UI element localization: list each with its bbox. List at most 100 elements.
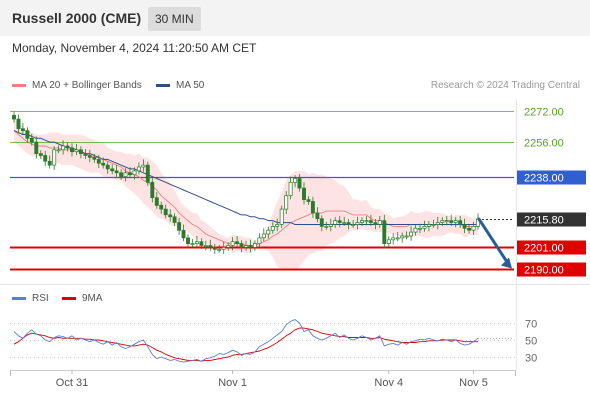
candle-body <box>92 157 97 160</box>
candle-body <box>391 237 396 241</box>
candle <box>244 240 248 251</box>
candle <box>337 216 342 228</box>
candle-body <box>12 114 16 120</box>
candle <box>172 213 177 226</box>
candle <box>159 201 164 214</box>
projection-arrow-head <box>501 257 512 269</box>
candle <box>248 239 253 253</box>
level-label-2272.00: 2272.00 <box>524 107 564 119</box>
candle-body <box>351 224 356 226</box>
candle <box>440 217 445 226</box>
candle-body <box>74 149 79 153</box>
candle <box>110 164 115 175</box>
legend-bollinger: MA 20 + Bollinger Bands <box>12 80 142 91</box>
candle <box>186 234 190 249</box>
bollinger-legend-label: MA 20 + Bollinger Bands <box>32 80 142 91</box>
candle-body <box>302 187 306 200</box>
candle <box>404 231 409 240</box>
candle <box>270 221 275 234</box>
candle-body <box>52 149 57 166</box>
candle <box>342 216 347 226</box>
candle <box>467 224 472 234</box>
candle-body <box>422 226 427 229</box>
candle <box>230 237 235 251</box>
candle-body <box>346 222 351 225</box>
candle-body <box>458 220 463 225</box>
candle <box>136 162 141 175</box>
candle-body <box>328 224 333 227</box>
candle <box>288 176 293 200</box>
candle-body <box>386 239 391 244</box>
candle-body <box>123 172 128 177</box>
candle-body <box>56 149 61 152</box>
level-label-box-2215.80 <box>517 212 586 227</box>
candle <box>87 149 92 163</box>
candle-body <box>382 220 387 244</box>
rsi-tick-label-30: 30 <box>525 353 537 365</box>
candle <box>431 219 436 228</box>
candle <box>114 165 119 178</box>
candle-body <box>257 237 262 244</box>
candle-body <box>199 241 204 246</box>
candle <box>413 224 418 236</box>
candle-body <box>61 145 66 151</box>
candle <box>458 216 463 228</box>
candle <box>275 218 280 232</box>
ma50-line <box>13 130 478 225</box>
projection-arrow <box>477 217 512 269</box>
candle-body <box>467 227 472 231</box>
candle <box>145 161 150 186</box>
candle <box>212 244 217 255</box>
candle-body <box>217 249 222 251</box>
candle <box>279 205 284 228</box>
chart-header: Russell 2000 (CME) 30 MIN <box>0 0 590 36</box>
candle-body <box>65 145 70 149</box>
rsi-line <box>13 319 479 363</box>
timeframe-button[interactable]: 30 MIN <box>148 7 201 31</box>
candle-body <box>453 220 458 223</box>
candle <box>462 218 467 234</box>
level-label-box-2272.00 <box>517 104 586 119</box>
candle-body <box>208 245 213 248</box>
candle-body <box>16 118 21 130</box>
candle <box>12 111 16 123</box>
candle <box>261 228 266 242</box>
candle <box>395 232 400 242</box>
candle-body <box>190 243 195 245</box>
candle <box>355 216 360 230</box>
candle-body <box>449 220 454 223</box>
candle <box>435 216 440 230</box>
candle <box>168 209 173 222</box>
candle <box>328 218 333 232</box>
candle-body <box>297 178 302 189</box>
candle <box>78 146 83 159</box>
candle <box>306 196 311 205</box>
candle <box>324 221 329 230</box>
candle-body <box>34 141 39 154</box>
candle <box>319 215 324 232</box>
candle-body <box>270 226 275 231</box>
candle-body <box>159 204 164 210</box>
candle-body <box>377 220 382 225</box>
candle <box>25 127 30 144</box>
candle-body <box>78 149 83 154</box>
rsi-tick-label-50: 50 <box>525 336 537 348</box>
candle-body <box>203 245 208 247</box>
candle-body <box>20 128 25 131</box>
candle <box>105 161 110 174</box>
candle-body <box>47 160 52 166</box>
candle-body <box>333 220 338 225</box>
candle <box>400 232 405 243</box>
candle <box>52 146 57 170</box>
candle <box>449 214 454 226</box>
candle <box>141 159 146 172</box>
candle-body <box>409 231 414 237</box>
candle <box>96 154 101 168</box>
rsi-tick-label-70: 70 <box>525 319 537 331</box>
candle <box>119 169 124 180</box>
candle-body <box>181 229 186 239</box>
candle <box>418 223 422 234</box>
candle-body <box>288 181 293 197</box>
candle-body <box>226 245 231 248</box>
